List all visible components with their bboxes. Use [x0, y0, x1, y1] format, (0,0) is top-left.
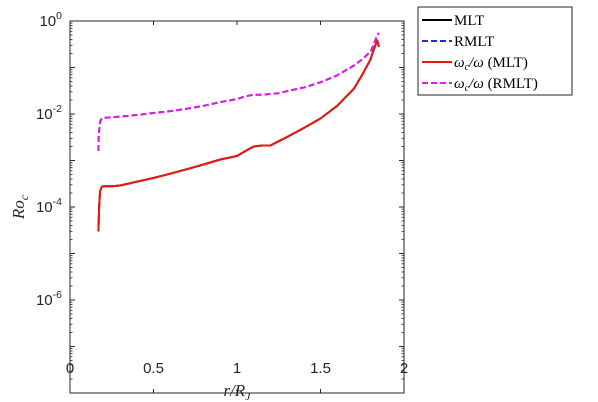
y-tick-label: 10-6 — [36, 289, 62, 309]
y-axis-label-main: Ro — [9, 200, 28, 220]
y-tick-label: 100 — [39, 10, 62, 30]
y-tick-label-base: 10 — [36, 199, 53, 216]
y-tick-label: 10-4 — [36, 196, 62, 216]
legend-label-rest: /ω — [468, 76, 484, 92]
y-tick-label-exp: -4 — [53, 196, 62, 208]
legend-label-main: ω — [454, 76, 465, 92]
x-axis-label-sub: J — [245, 389, 251, 402]
series-line-4 — [97, 32, 380, 152]
legend-label-suffix: (MLT) — [484, 55, 528, 71]
y-tick-label-exp: -6 — [53, 289, 62, 301]
legend-label-suffix: (RMLT) — [484, 76, 538, 92]
x-axis-label: r/RJ — [223, 381, 251, 402]
legend-label-sub: c — [465, 83, 470, 94]
x-tick-label: 1.5 — [310, 360, 331, 377]
y-tick-label: 10-2 — [36, 103, 62, 123]
legend-label-main: ω — [454, 55, 465, 71]
series-line-1 — [97, 39, 380, 232]
x-axis-label-main: r/R — [223, 381, 245, 400]
x-tick-label: 0.5 — [143, 360, 164, 377]
x-axis-ticks: 0 0.5 1 1.5 2 — [66, 21, 408, 393]
legend-label-3: ωc/ω (MLT) — [454, 55, 528, 73]
y-tick-label-base: 10 — [39, 13, 56, 30]
y-tick-label-base: 10 — [36, 292, 53, 309]
series-lines — [97, 32, 380, 232]
y-axis-label-sub: c — [17, 194, 31, 200]
legend-label-rest: /ω — [468, 55, 484, 71]
y-axis-label: Roc — [9, 194, 31, 220]
legend-label-sub: c — [465, 62, 470, 73]
y-tick-label-base: 10 — [36, 106, 53, 123]
y-tick-label-exp: -2 — [53, 103, 62, 115]
x-tick-label: 1 — [233, 360, 241, 377]
legend-label-2: RMLT — [454, 34, 494, 50]
series-line-3 — [97, 39, 380, 232]
y-tick-label-exp: 0 — [56, 10, 62, 22]
series-line-2 — [97, 32, 380, 152]
legend-box — [417, 6, 573, 96]
legend-label-4: ωc/ω (RMLT) — [454, 76, 538, 94]
plot-area-frame — [69, 20, 405, 394]
legend-label-1: MLT — [454, 13, 484, 29]
